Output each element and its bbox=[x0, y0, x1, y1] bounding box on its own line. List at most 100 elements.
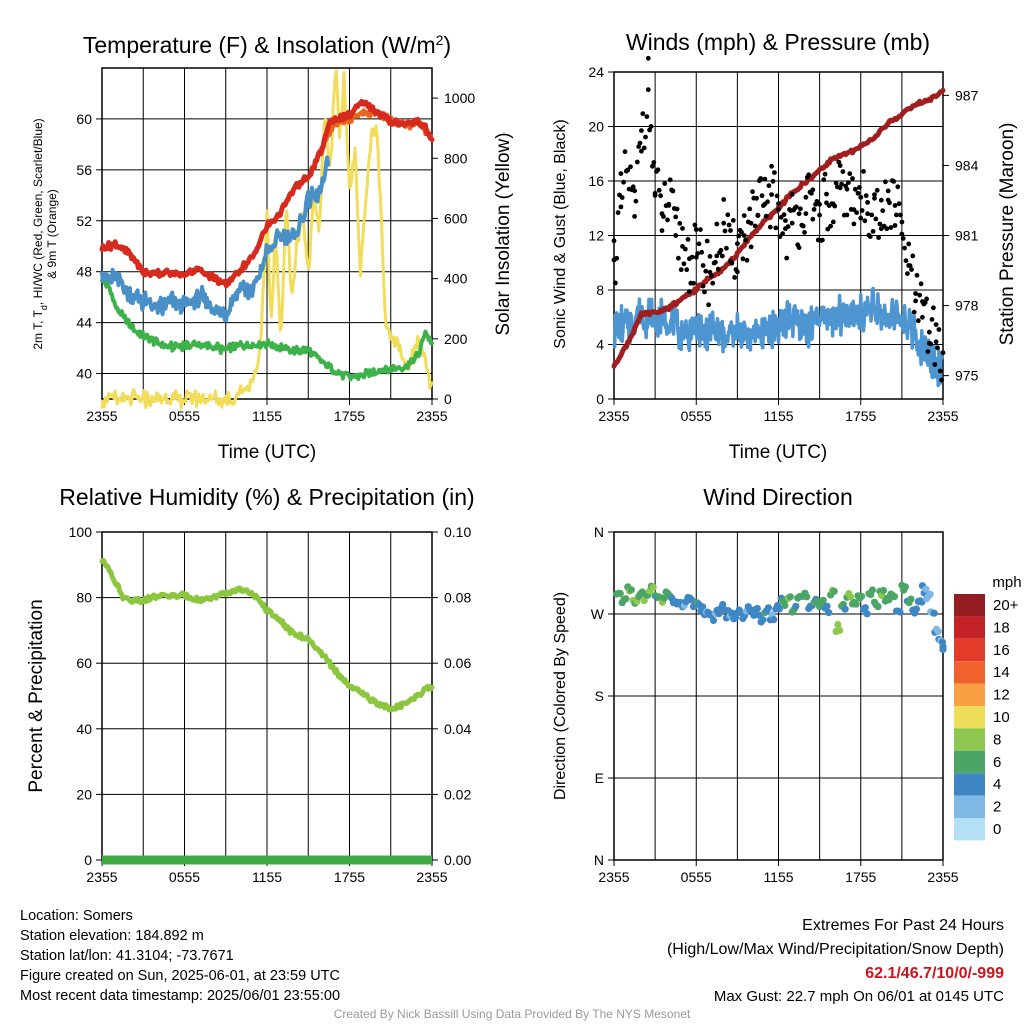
gust-point bbox=[844, 186, 850, 192]
wind-direction-point bbox=[930, 609, 938, 617]
max-gust: Max Gust: 22.7 mph On 06/01 at 0145 UTC bbox=[713, 988, 1004, 1005]
gust-point bbox=[899, 231, 905, 237]
gust-point bbox=[932, 362, 938, 367]
y-axis-label-left-text: Percent & Precipitation bbox=[26, 599, 47, 792]
gust-point bbox=[837, 163, 843, 169]
wind-direction-point bbox=[803, 593, 811, 601]
x-tick-label: 0555 bbox=[681, 408, 712, 424]
y-axis-label-left-text: Direction (Colored By Speed) bbox=[552, 592, 569, 800]
gust-point bbox=[641, 145, 647, 151]
legend-swatch-4 bbox=[954, 683, 985, 706]
gust-point bbox=[906, 263, 912, 268]
gust-point bbox=[634, 159, 640, 165]
x-tick-label: 1755 bbox=[334, 408, 365, 424]
gust-point bbox=[767, 224, 773, 230]
gust-point bbox=[693, 227, 699, 232]
gust-point bbox=[652, 190, 658, 196]
x-tick-label: 2355 bbox=[598, 869, 629, 885]
footer-recent: Most recent data timestamp: 2025/06/01 2… bbox=[20, 988, 341, 1004]
wind-direction-point bbox=[879, 586, 888, 595]
y-tick-label: 100 bbox=[69, 524, 93, 540]
legend-label-5: 10 bbox=[993, 709, 1010, 726]
gust-point bbox=[915, 318, 921, 324]
x-tick-label: 2355 bbox=[927, 408, 958, 424]
series-sonic-wind bbox=[612, 286, 945, 388]
gust-point bbox=[822, 171, 828, 177]
gust-point bbox=[789, 192, 795, 197]
gust-point bbox=[894, 212, 899, 218]
gust-point bbox=[898, 212, 903, 218]
gust-point bbox=[902, 245, 907, 251]
gust-point bbox=[924, 296, 929, 302]
gust-point bbox=[718, 247, 724, 253]
gust-point bbox=[728, 228, 733, 233]
wind-direction-point bbox=[764, 604, 773, 612]
y-right-tick-label: 0.10 bbox=[444, 524, 471, 540]
x-tick-label: 0555 bbox=[681, 869, 712, 885]
legend-swatch-2 bbox=[954, 638, 985, 662]
gust-point bbox=[851, 207, 857, 213]
gust-point bbox=[922, 300, 928, 305]
wind-direction-point bbox=[896, 608, 904, 616]
gust-point bbox=[699, 249, 705, 255]
gust-point bbox=[784, 255, 790, 261]
y-right-tick-label: 0.06 bbox=[444, 655, 471, 671]
gust-point bbox=[630, 184, 636, 190]
gust-point bbox=[844, 212, 850, 218]
gust-point bbox=[878, 197, 884, 203]
x-tick-label: 2355 bbox=[86, 408, 117, 424]
gust-point bbox=[884, 226, 890, 232]
gust-point bbox=[859, 208, 865, 213]
credit-line: Created By Nick Bassill Using Data Provi… bbox=[333, 1007, 691, 1021]
gust-point bbox=[858, 194, 864, 200]
wind-direction-point bbox=[709, 616, 718, 625]
gust-point bbox=[833, 180, 839, 186]
wind-direction-point bbox=[759, 616, 767, 624]
gust-point bbox=[613, 280, 618, 286]
gust-point bbox=[874, 187, 880, 193]
gust-point bbox=[736, 233, 742, 239]
gust-point bbox=[752, 223, 758, 229]
series-gust-points bbox=[611, 55, 946, 383]
chart-title-temperature: Temperature (F) & Insolation (W/m2) bbox=[83, 32, 451, 58]
wind-direction-point bbox=[622, 595, 630, 603]
legend-label-8: 4 bbox=[993, 776, 1001, 793]
y-tick-label: 60 bbox=[76, 111, 92, 127]
gust-point bbox=[693, 254, 699, 260]
y-right-tick-label: 978 bbox=[955, 298, 979, 314]
gust-point bbox=[655, 167, 661, 173]
gust-point bbox=[647, 127, 652, 133]
y-axis-label-left: Sonic Wind & Gust (Blue, Black) bbox=[552, 119, 569, 348]
gust-point bbox=[830, 219, 836, 225]
gust-point bbox=[925, 349, 931, 354]
gust-point bbox=[810, 187, 816, 193]
gust-point bbox=[914, 272, 920, 278]
legend-swatch-7 bbox=[954, 750, 985, 774]
wind-direction-point bbox=[863, 610, 871, 618]
gust-point bbox=[796, 211, 802, 217]
y-axis-label-left-text: Sonic Wind & Gust (Blue, Black) bbox=[552, 119, 569, 348]
legend-label-10: 0 bbox=[993, 821, 1001, 838]
y-right-tick-label: 1000 bbox=[444, 90, 475, 106]
gust-point bbox=[777, 234, 783, 240]
gust-point bbox=[759, 193, 765, 199]
gust-point bbox=[850, 176, 855, 181]
gust-point bbox=[719, 253, 725, 259]
gust-point bbox=[740, 256, 746, 262]
wind-direction-point bbox=[823, 602, 831, 610]
gust-point bbox=[645, 55, 651, 61]
gust-point bbox=[769, 192, 774, 198]
wind-direction-point bbox=[858, 592, 866, 600]
x-tick-label: 1755 bbox=[845, 408, 876, 424]
gust-point bbox=[674, 206, 680, 212]
legend-title: mph bbox=[992, 574, 1021, 591]
legend-label-4: 12 bbox=[993, 687, 1010, 704]
wind-direction-point bbox=[836, 626, 844, 635]
extremes-subtitle: (High/Low/Max Wind/Precipitation/Snow De… bbox=[666, 941, 1004, 958]
gust-point bbox=[939, 377, 944, 383]
y-right-tick-label: 0.08 bbox=[444, 590, 471, 606]
gust-point bbox=[862, 218, 868, 224]
gust-point bbox=[776, 201, 781, 207]
wind-direction-point bbox=[847, 593, 855, 601]
gust-point bbox=[687, 289, 692, 294]
